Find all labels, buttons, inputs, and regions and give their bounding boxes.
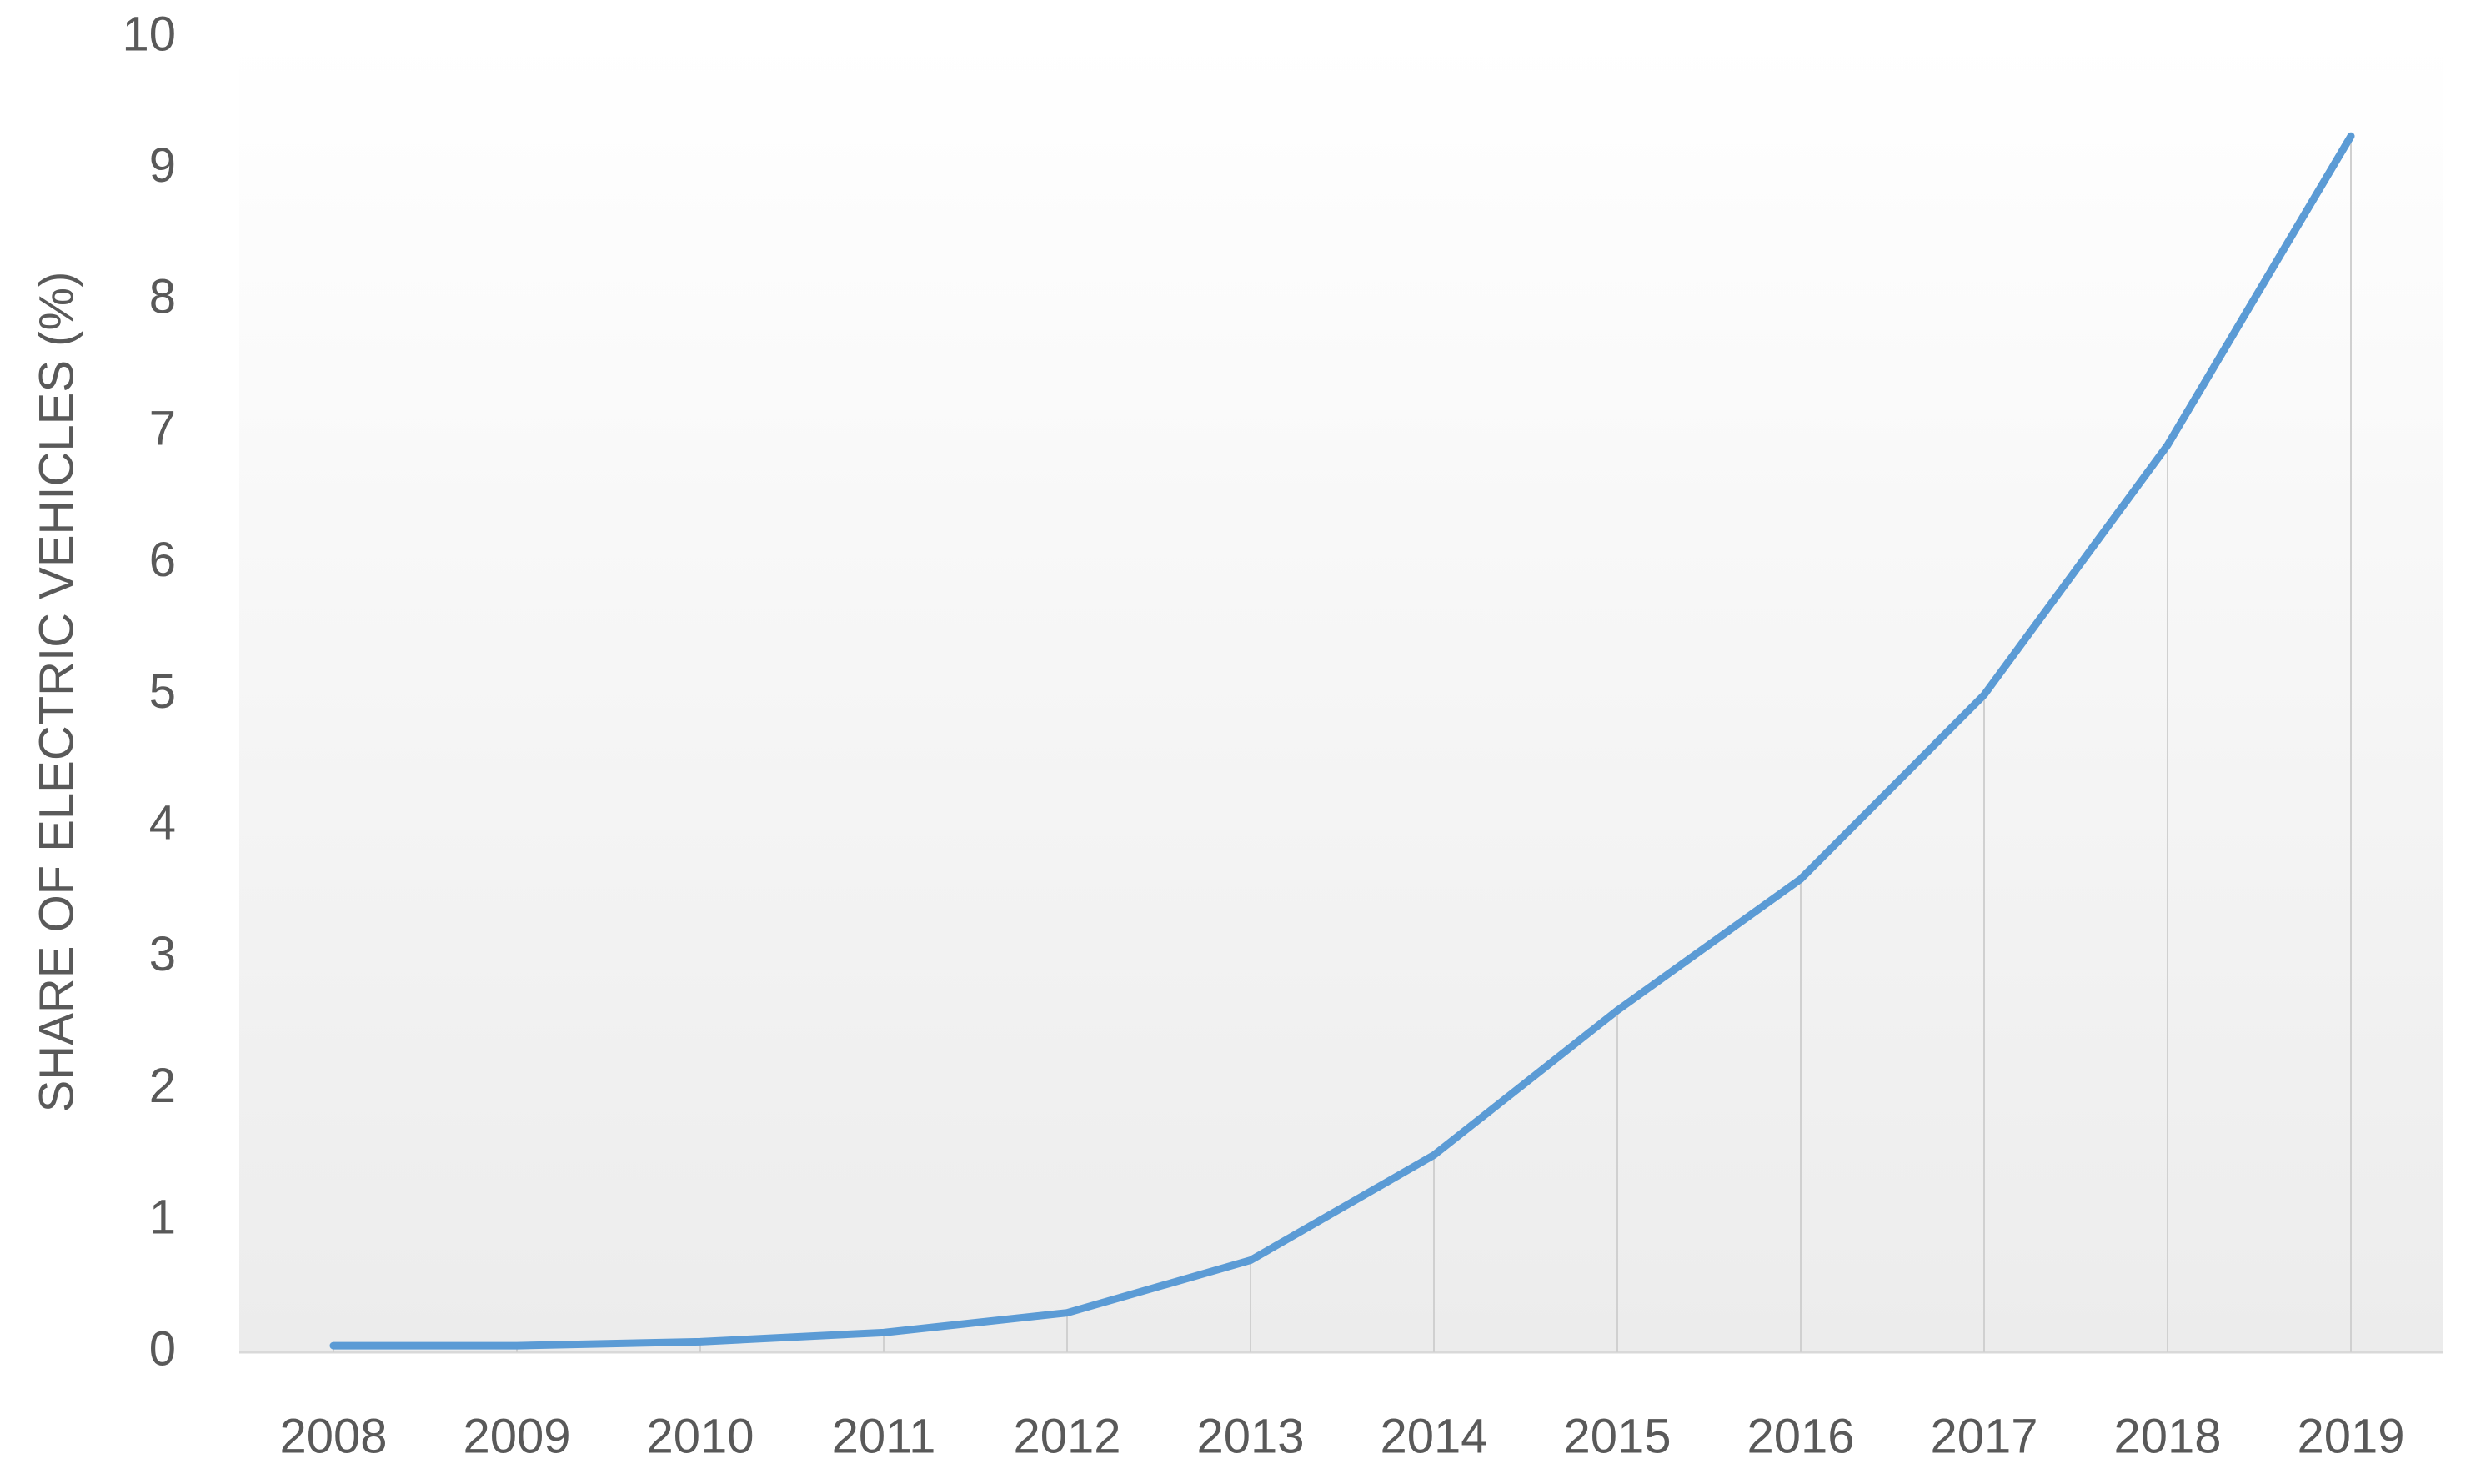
x-tick-label: 2009: [463, 1409, 570, 1463]
x-tick-label: 2019: [2297, 1409, 2404, 1463]
y-tick-label: 4: [149, 796, 176, 850]
x-tick-label: 2011: [832, 1409, 936, 1463]
y-tick-label: 8: [149, 270, 176, 324]
x-tick-label: 2017: [1930, 1409, 2037, 1463]
x-tick-label: 2018: [2113, 1409, 2221, 1463]
y-tick-label: 5: [149, 664, 176, 719]
x-tick-label: 2015: [1563, 1409, 1671, 1463]
data-line: [329, 132, 2355, 1350]
x-tick-label: 2008: [279, 1409, 387, 1463]
y-tick-label: 6: [149, 533, 176, 587]
y-tick-label: 7: [149, 401, 176, 455]
y-tick-label: 0: [149, 1321, 176, 1376]
x-tick-label: 2016: [1747, 1409, 1854, 1463]
x-tick-label: 2010: [646, 1409, 754, 1463]
y-tick-label: 3: [149, 927, 176, 981]
y-axis-title: SHARE OF ELECTRIC VEHICLES (%): [29, 272, 83, 1113]
y-tick-label: 9: [149, 138, 176, 193]
y-tick-label: 10: [122, 7, 176, 61]
y-tick-label: 2: [149, 1059, 176, 1113]
x-tick-label: 2012: [1013, 1409, 1120, 1463]
x-tick-label: 2013: [1196, 1409, 1304, 1463]
y-tick-label: 1: [149, 1191, 176, 1245]
x-tick-label: 2014: [1380, 1409, 1487, 1463]
plot-background: [239, 38, 2443, 1352]
